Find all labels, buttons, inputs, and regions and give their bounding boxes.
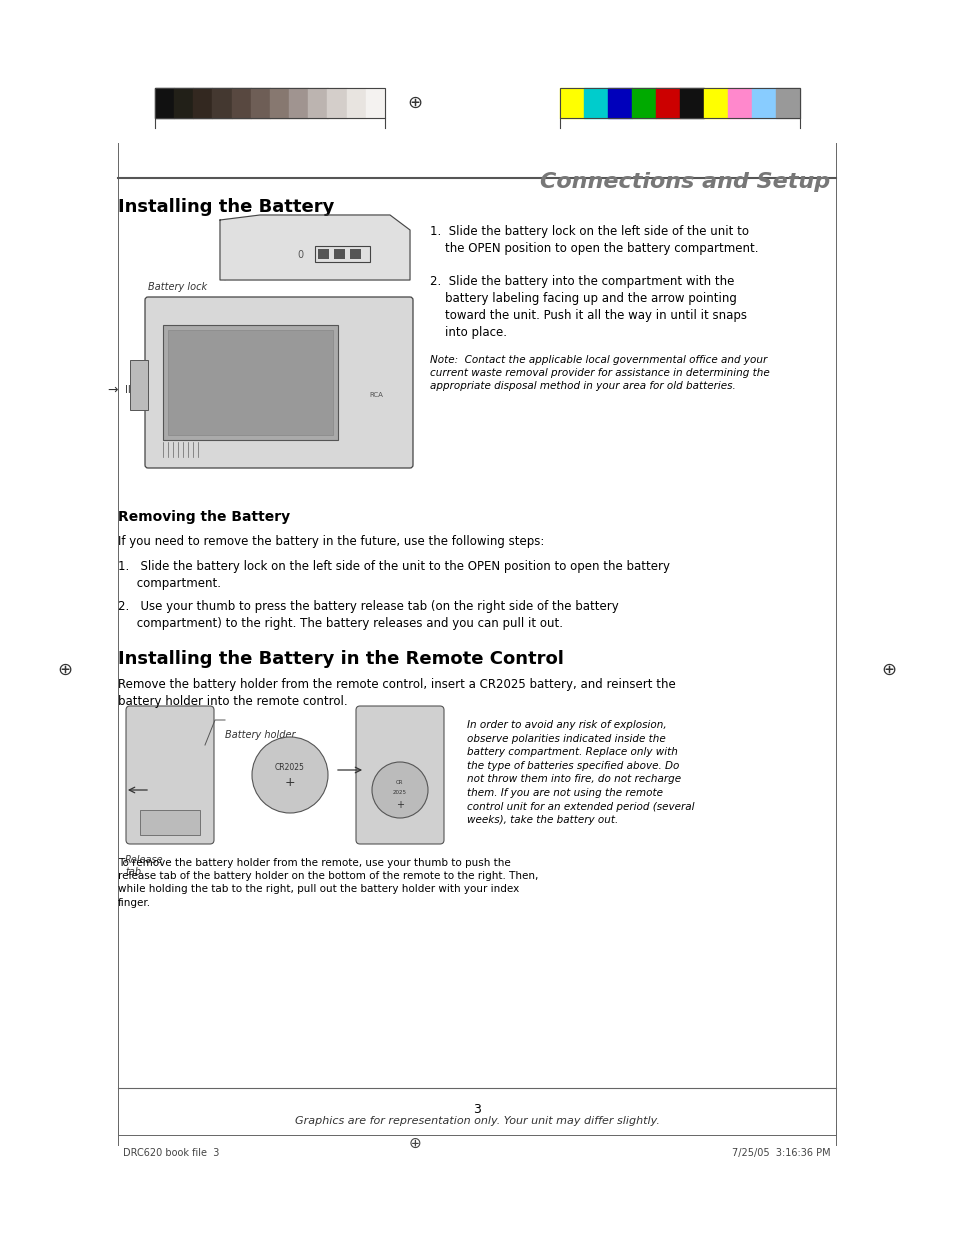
- Bar: [130, 359, 148, 410]
- FancyBboxPatch shape: [126, 706, 213, 844]
- Polygon shape: [220, 215, 410, 280]
- Bar: [289, 88, 308, 119]
- Text: 1.   Slide the battery lock on the left side of the unit to the OPEN position to: 1. Slide the battery lock on the left si…: [118, 559, 669, 590]
- FancyBboxPatch shape: [355, 706, 443, 844]
- Text: Battery holder: Battery holder: [225, 730, 295, 740]
- Bar: [559, 88, 583, 119]
- Text: 2025: 2025: [393, 789, 407, 794]
- Text: CR: CR: [395, 779, 403, 784]
- Bar: [317, 249, 329, 259]
- Text: ⊕: ⊕: [408, 1135, 421, 1151]
- Text: RCA: RCA: [369, 391, 382, 398]
- Bar: [232, 88, 251, 119]
- Text: DRC620 book file  3: DRC620 book file 3: [123, 1149, 219, 1158]
- Text: ⊕: ⊕: [881, 661, 896, 679]
- Bar: [679, 88, 703, 119]
- Text: Battery lock: Battery lock: [148, 282, 207, 291]
- Text: Note:  Contact the applicable local governmental office and your
current waste r: Note: Contact the applicable local gover…: [430, 354, 769, 391]
- Text: II: II: [125, 385, 131, 395]
- Text: Connections and Setup: Connections and Setup: [539, 172, 829, 191]
- Text: ⊕: ⊕: [407, 94, 422, 112]
- Bar: [559, 88, 800, 119]
- Text: →: →: [108, 384, 118, 396]
- Text: 1.  Slide the battery lock on the left side of the unit to
    the OPEN position: 1. Slide the battery lock on the left si…: [430, 225, 758, 254]
- Circle shape: [252, 737, 328, 813]
- Text: 2.  Slide the battery into the compartment with the
    battery labeling facing : 2. Slide the battery into the compartmen…: [430, 275, 746, 338]
- Bar: [314, 246, 370, 262]
- Bar: [154, 88, 174, 119]
- Bar: [163, 325, 337, 440]
- Bar: [193, 88, 213, 119]
- Bar: [251, 88, 270, 119]
- Bar: [775, 88, 800, 119]
- Text: +: +: [284, 777, 295, 789]
- FancyBboxPatch shape: [145, 296, 413, 468]
- Text: Graphics are for representation only. Your unit may differ slightly.: Graphics are for representation only. Yo…: [294, 1116, 659, 1126]
- Bar: [308, 88, 327, 119]
- Text: ⊕: ⊕: [57, 661, 72, 679]
- Text: 2.   Use your thumb to press the battery release tab (on the right side of the b: 2. Use your thumb to press the battery r…: [118, 600, 618, 630]
- Bar: [583, 88, 607, 119]
- Bar: [270, 88, 289, 119]
- Text: 3: 3: [473, 1103, 480, 1116]
- Bar: [751, 88, 775, 119]
- Bar: [656, 88, 679, 119]
- Bar: [327, 88, 346, 119]
- Bar: [140, 810, 200, 835]
- Bar: [213, 88, 232, 119]
- Text: Release
tab: Release tab: [125, 855, 164, 877]
- Bar: [365, 88, 385, 119]
- Text: CR2025: CR2025: [274, 762, 305, 772]
- Text: To remove the battery holder from the remote, use your thumb to push the
release: To remove the battery holder from the re…: [118, 858, 537, 908]
- Text: Installing the Battery: Installing the Battery: [118, 198, 334, 216]
- Bar: [607, 88, 631, 119]
- Bar: [631, 88, 656, 119]
- Text: +: +: [395, 800, 403, 810]
- Text: In order to avoid any risk of explosion,
observe polarities indicated inside the: In order to avoid any risk of explosion,…: [467, 720, 694, 825]
- Text: Removing the Battery: Removing the Battery: [118, 510, 290, 524]
- Text: If you need to remove the battery in the future, use the following steps:: If you need to remove the battery in the…: [118, 535, 544, 548]
- Bar: [168, 330, 333, 435]
- Bar: [174, 88, 193, 119]
- Bar: [703, 88, 727, 119]
- Bar: [346, 88, 365, 119]
- Text: 7/25/05  3:16:36 PM: 7/25/05 3:16:36 PM: [732, 1149, 830, 1158]
- Bar: [727, 88, 751, 119]
- Bar: [334, 249, 345, 259]
- Circle shape: [372, 762, 428, 818]
- Text: Installing the Battery in the Remote Control: Installing the Battery in the Remote Con…: [118, 650, 563, 668]
- Text: Remove the battery holder from the remote control, insert a CR2025 battery, and : Remove the battery holder from the remot…: [118, 678, 675, 708]
- Bar: [350, 249, 360, 259]
- Bar: [154, 88, 385, 119]
- Text: 0: 0: [296, 249, 303, 261]
